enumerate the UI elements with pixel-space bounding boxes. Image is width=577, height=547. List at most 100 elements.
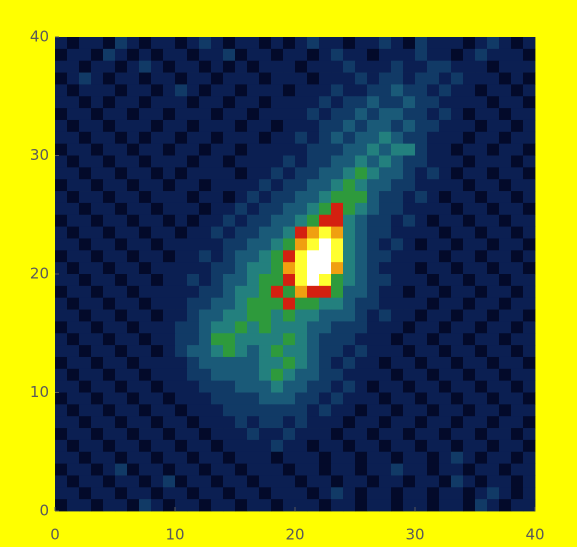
heat-cell (475, 262, 488, 275)
heat-cell (379, 119, 392, 133)
heat-cell (151, 131, 164, 145)
heat-cell (355, 60, 368, 73)
heat-cell (271, 72, 284, 85)
heat-cell (55, 37, 68, 50)
heat-cell (511, 155, 524, 168)
heat-cell (523, 202, 536, 216)
heat-cell (523, 60, 536, 73)
heat-cell (415, 297, 428, 310)
heat-cell (355, 143, 368, 156)
heat-cell (271, 96, 284, 109)
heat-cell (247, 48, 260, 62)
heat-cell (511, 238, 524, 251)
heat-cell (247, 475, 260, 488)
heat-cell (211, 250, 224, 263)
heat-cell (343, 475, 356, 488)
heat-cell (175, 428, 188, 441)
heat-cell (91, 167, 104, 180)
heat-cell (163, 108, 176, 121)
heat-cell (307, 368, 320, 382)
heat-cell (127, 143, 140, 156)
heat-cell (343, 451, 356, 464)
heat-cell (487, 463, 500, 476)
heat-cell (487, 368, 500, 382)
heat-cell (163, 380, 176, 393)
heat-cell (79, 48, 92, 62)
heat-cell (211, 297, 224, 310)
heat-cell (55, 202, 68, 216)
heat-cell (331, 463, 344, 476)
heat-cell (427, 84, 440, 97)
heat-cell (259, 119, 272, 133)
heat-cell (283, 487, 296, 500)
heat-cell (127, 297, 140, 310)
heat-cell (55, 191, 68, 204)
heat-cell (499, 499, 512, 512)
heat-cell (499, 285, 512, 299)
heat-cell (307, 167, 320, 180)
heat-cell (163, 439, 176, 453)
heat-cell (391, 345, 404, 358)
heat-cell (223, 416, 236, 429)
heat-cell (499, 463, 512, 476)
heat-cell (199, 487, 212, 500)
heat-cell (511, 167, 524, 180)
heat-cell (259, 167, 272, 180)
heat-cell (319, 451, 332, 464)
heat-cell (175, 84, 188, 97)
y-tick-label: 10 (30, 383, 49, 401)
heat-cell (223, 487, 236, 500)
heat-cell (391, 285, 404, 299)
heat-cell (499, 321, 512, 334)
heat-cell (475, 131, 488, 145)
heat-cell (283, 392, 296, 405)
heat-cell (187, 108, 200, 121)
heat-cell (475, 179, 488, 192)
heat-cell (163, 487, 176, 500)
heat-cell (463, 416, 476, 429)
heat-cell (223, 345, 236, 358)
heat-cell (175, 250, 188, 263)
heat-cell (331, 84, 344, 97)
heat-cell (319, 108, 332, 121)
heat-cell (223, 155, 236, 168)
heat-cell (415, 250, 428, 263)
heat-cell (319, 428, 332, 441)
heat-cell (175, 451, 188, 464)
heat-cell (175, 119, 188, 133)
heat-cell (247, 356, 260, 370)
heat-cell (391, 238, 404, 251)
heat-cell (115, 37, 128, 50)
heat-cell (55, 285, 68, 299)
heat-cell (439, 60, 452, 73)
heat-cell (175, 321, 188, 334)
heat-cell (451, 333, 464, 346)
heat-cell (211, 356, 224, 370)
heat-cell (343, 392, 356, 405)
heat-cell (187, 37, 200, 50)
heat-cell (151, 202, 164, 216)
heat-cell (463, 285, 476, 299)
heat-cell (79, 155, 92, 168)
heat-cell (259, 238, 272, 251)
heat-cell (475, 321, 488, 334)
heat-cell (391, 72, 404, 85)
heat-cell (403, 356, 416, 370)
heat-cell (463, 404, 476, 417)
heat-cell (451, 309, 464, 322)
heat-cell (439, 404, 452, 417)
heat-cell (403, 143, 416, 156)
heat-cell (511, 60, 524, 73)
heat-cell (283, 131, 296, 145)
heat-cell (187, 84, 200, 97)
heat-cell (211, 428, 224, 441)
heat-cell (523, 345, 536, 358)
heat-cell (55, 368, 68, 382)
heat-cell (223, 60, 236, 73)
heat-cell (79, 226, 92, 239)
heat-cell (223, 226, 236, 239)
heat-cell (319, 380, 332, 393)
heat-cell (271, 309, 284, 322)
heat-cell (415, 48, 428, 62)
heat-cell (379, 60, 392, 73)
